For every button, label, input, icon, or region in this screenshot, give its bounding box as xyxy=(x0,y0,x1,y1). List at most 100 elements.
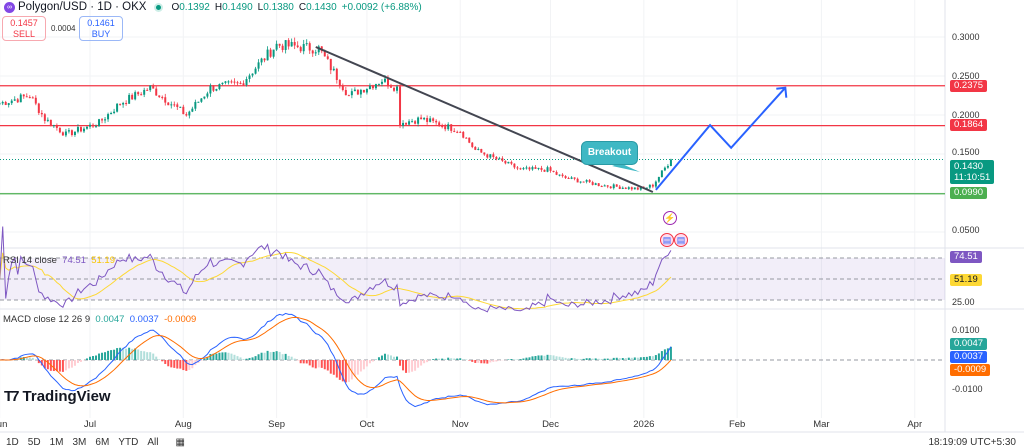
symbol-title[interactable]: Polygon/USD · 1D · OKX xyxy=(18,1,147,13)
callout-pointer xyxy=(612,163,640,172)
high-value: H0.1490 xyxy=(214,1,253,13)
macd-histogram-bar xyxy=(79,360,82,362)
range-1d[interactable]: 1D xyxy=(6,437,19,448)
candle-body xyxy=(356,89,359,95)
candle-body xyxy=(227,81,230,83)
candle-body xyxy=(486,154,489,158)
macd-histogram-bar xyxy=(275,351,278,360)
clock[interactable]: 18:19:09 UTC+5:30 xyxy=(928,437,1016,448)
macd-histogram-bar xyxy=(263,352,266,360)
range-3m[interactable]: 3M xyxy=(72,437,87,448)
candle-body xyxy=(269,49,272,57)
candle-body xyxy=(495,156,498,160)
time-axis-label: Jun xyxy=(0,419,8,430)
range-5d[interactable]: 5D xyxy=(27,437,41,448)
candle-body xyxy=(179,106,182,108)
range-1m[interactable]: 1M xyxy=(49,437,64,448)
candle-body xyxy=(441,126,444,128)
macd-histogram-bar xyxy=(293,358,296,360)
macd-histogram-bar xyxy=(498,360,501,361)
macd-histogram-bar xyxy=(365,360,368,367)
candle-body xyxy=(450,124,453,131)
candle-body xyxy=(465,137,468,139)
candle-body xyxy=(89,124,91,127)
lightning-event-icon[interactable]: ⚡ xyxy=(663,211,677,225)
candle-body xyxy=(239,82,242,84)
candle-body xyxy=(25,96,28,98)
candle-body xyxy=(534,167,537,169)
macd-histogram-bar xyxy=(296,360,299,361)
candle-body xyxy=(558,174,561,176)
macd-histogram-bar xyxy=(329,360,332,374)
candle-body xyxy=(263,58,266,61)
macd-histogram-bar xyxy=(308,360,311,366)
macd-histogram-bar xyxy=(450,358,453,360)
macd-histogram-bar xyxy=(95,355,98,360)
macd-histogram-bar xyxy=(218,352,221,360)
candle-body xyxy=(31,97,34,99)
macd-histogram-bar xyxy=(143,351,146,360)
candle-body xyxy=(474,146,477,150)
time-axis-label: Jul xyxy=(83,419,97,430)
candle-body xyxy=(254,68,257,74)
macd-histogram-bar xyxy=(558,356,561,360)
candle-body xyxy=(311,50,314,54)
breakout-annotation[interactable]: Breakout xyxy=(581,141,638,165)
macd-histogram-bar xyxy=(594,358,597,360)
candle-body xyxy=(176,104,179,107)
macd-histogram-bar xyxy=(630,357,633,360)
macd-histogram-bar xyxy=(281,354,284,360)
macd-histogram-bar xyxy=(152,353,155,360)
rsi-legend[interactable]: RSI 14 close 74.51 51.19 xyxy=(3,255,115,266)
candle-body xyxy=(525,167,528,169)
macd-histogram-bar xyxy=(474,360,477,363)
candle-body xyxy=(402,122,405,126)
us-flag-event-icon[interactable]: ▤ xyxy=(660,233,674,247)
calendar-icon[interactable]: ▦ xyxy=(175,437,185,448)
change-value: +0.0092 (+6.88%) xyxy=(341,1,422,13)
macd-histogram-bar xyxy=(627,357,630,360)
macd-histogram-bar xyxy=(579,358,582,360)
candle-body xyxy=(447,124,450,130)
candle-body xyxy=(305,43,308,45)
macd-histogram-bar xyxy=(380,355,383,360)
macd-histogram-bar xyxy=(489,360,492,363)
candle-body xyxy=(510,161,513,164)
macd-histogram-bar xyxy=(507,359,510,360)
tradingview-logo[interactable]: T7 TradingView xyxy=(4,388,111,405)
macd-axis-tick: 0.0100 xyxy=(952,325,980,335)
buy-button[interactable]: 0.1461 BUY xyxy=(79,16,123,41)
candle-body xyxy=(260,58,263,63)
candle-body xyxy=(468,137,471,143)
macd-histogram-bar xyxy=(465,359,468,360)
range-ytd[interactable]: YTD xyxy=(118,437,139,448)
time-axis-label: Oct xyxy=(359,419,375,430)
macd-histogram-bar xyxy=(254,356,257,360)
candle-body xyxy=(49,119,52,126)
candle-body xyxy=(417,117,420,124)
candle-body xyxy=(79,127,82,132)
candle-body xyxy=(438,122,441,127)
macd-histogram-bar xyxy=(362,360,365,370)
macd-histogram-bar xyxy=(350,360,353,380)
candle-body xyxy=(615,184,618,187)
sell-button[interactable]: 0.1457 SELL xyxy=(2,16,46,41)
macd-histogram-bar xyxy=(58,360,61,372)
range-all[interactable]: All xyxy=(147,437,159,448)
macd-legend[interactable]: MACD close 12 26 9 0.0047 0.0037 -0.0009 xyxy=(3,314,197,325)
macd-histogram-bar xyxy=(411,360,414,372)
macd-histogram-bar xyxy=(414,360,417,371)
candle-body xyxy=(564,176,567,178)
macd-histogram-bar xyxy=(233,354,236,360)
candle-body xyxy=(543,169,546,172)
candle-body xyxy=(296,45,299,48)
level-tag-support: 0.0990 xyxy=(950,187,988,199)
candle-body xyxy=(459,131,462,133)
us-flag-event-icon[interactable]: ▤ xyxy=(674,233,688,247)
macd-histogram-bar xyxy=(242,358,245,360)
candle-body xyxy=(131,94,134,100)
macd-histogram-bar xyxy=(462,359,465,360)
range-6m[interactable]: 6M xyxy=(95,437,110,448)
rsi-ma-line xyxy=(0,251,672,310)
